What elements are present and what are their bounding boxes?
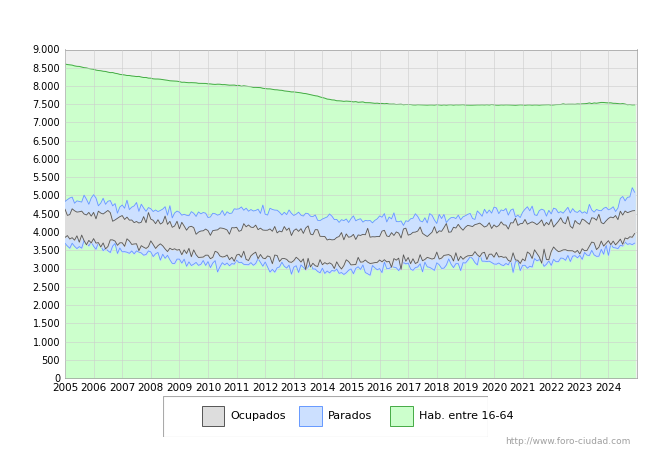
Bar <box>202 406 224 427</box>
Bar <box>299 406 322 427</box>
Text: Ocupados: Ocupados <box>231 411 286 421</box>
Text: Hab. entre 16-64: Hab. entre 16-64 <box>419 411 514 421</box>
Text: Parados: Parados <box>328 411 372 421</box>
Text: http://www.foro-ciudad.com: http://www.foro-ciudad.com <box>505 436 630 446</box>
Bar <box>390 406 413 427</box>
Text: Benifaió - Evolucion de la poblacion en edad de Trabajar Mayo de 2024: Benifaió - Evolucion de la poblacion en … <box>65 12 585 28</box>
